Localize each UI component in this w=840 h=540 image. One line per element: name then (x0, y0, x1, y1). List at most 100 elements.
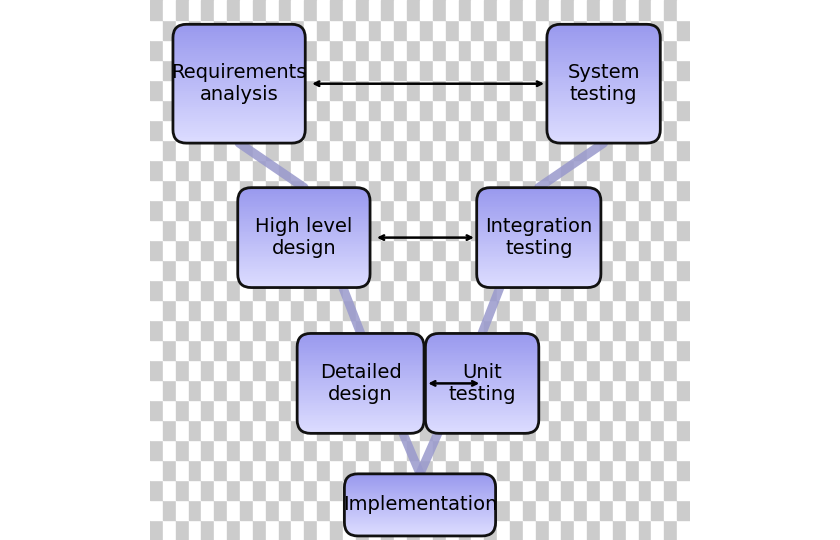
Bar (549, 300, 561, 320)
Bar (173, 40, 305, 42)
Bar (238, 269, 370, 271)
Bar (253, 240, 265, 260)
Bar (344, 494, 496, 496)
Bar (304, 480, 318, 500)
Bar (477, 217, 601, 219)
Bar (600, 260, 613, 280)
Bar (420, 260, 433, 280)
Bar (638, 0, 652, 20)
Bar (240, 460, 253, 480)
Bar (304, 140, 318, 160)
Bar (214, 20, 227, 40)
Bar (459, 360, 471, 380)
Bar (355, 160, 369, 180)
Bar (369, 240, 381, 260)
Bar (664, 440, 677, 460)
Bar (297, 398, 424, 400)
Bar (425, 411, 538, 414)
Bar (355, 0, 369, 20)
Bar (355, 420, 369, 440)
Bar (344, 523, 496, 524)
Bar (279, 380, 291, 400)
Bar (227, 340, 240, 360)
Bar (575, 420, 587, 440)
Bar (355, 260, 369, 280)
Bar (477, 231, 601, 233)
Bar (510, 0, 522, 20)
Bar (355, 200, 369, 220)
Bar (344, 532, 496, 534)
Bar (420, 60, 433, 80)
Bar (253, 440, 265, 460)
Bar (664, 520, 677, 540)
Bar (330, 220, 343, 240)
Bar (536, 120, 549, 140)
Bar (425, 420, 538, 422)
Bar (173, 48, 305, 50)
Bar (664, 420, 677, 440)
Bar (425, 373, 538, 375)
Bar (652, 220, 664, 240)
Bar (173, 131, 305, 133)
Bar (638, 320, 652, 340)
Bar (150, 420, 163, 440)
Bar (407, 20, 420, 40)
Bar (547, 129, 660, 131)
Bar (536, 180, 549, 200)
Bar (297, 358, 424, 360)
Bar (549, 240, 561, 260)
Bar (188, 160, 202, 180)
Bar (240, 160, 253, 180)
Bar (536, 100, 549, 120)
Bar (238, 207, 370, 210)
Bar (471, 280, 485, 300)
Bar (477, 219, 601, 221)
Bar (330, 120, 343, 140)
Bar (330, 480, 343, 500)
Bar (549, 80, 561, 100)
Bar (279, 420, 291, 440)
Bar (291, 240, 304, 260)
Bar (613, 440, 626, 460)
Bar (330, 520, 343, 540)
Bar (547, 48, 660, 50)
Bar (355, 60, 369, 80)
Bar (477, 189, 601, 191)
Bar (587, 160, 600, 180)
Bar (561, 20, 575, 40)
Bar (477, 212, 601, 214)
Bar (176, 100, 188, 120)
Bar (522, 500, 536, 520)
Bar (304, 240, 318, 260)
Bar (664, 360, 677, 380)
Bar (485, 500, 497, 520)
Bar (202, 280, 214, 300)
Bar (240, 380, 253, 400)
Bar (547, 52, 660, 54)
Bar (425, 372, 538, 374)
Bar (613, 80, 626, 100)
Bar (664, 100, 677, 120)
Bar (369, 60, 381, 80)
Bar (238, 214, 370, 216)
Bar (477, 238, 601, 239)
Bar (163, 520, 176, 540)
Bar (304, 180, 318, 200)
Bar (343, 280, 355, 300)
Bar (304, 260, 318, 280)
Bar (477, 258, 601, 259)
Bar (227, 260, 240, 280)
Bar (304, 0, 318, 20)
Bar (176, 380, 188, 400)
Bar (381, 240, 394, 260)
Bar (425, 400, 538, 402)
Bar (522, 320, 536, 340)
Bar (304, 500, 318, 520)
Bar (291, 300, 304, 320)
Bar (265, 300, 279, 320)
Bar (381, 280, 394, 300)
Bar (420, 520, 433, 540)
Bar (664, 60, 677, 80)
Bar (173, 70, 305, 72)
Bar (433, 140, 446, 160)
